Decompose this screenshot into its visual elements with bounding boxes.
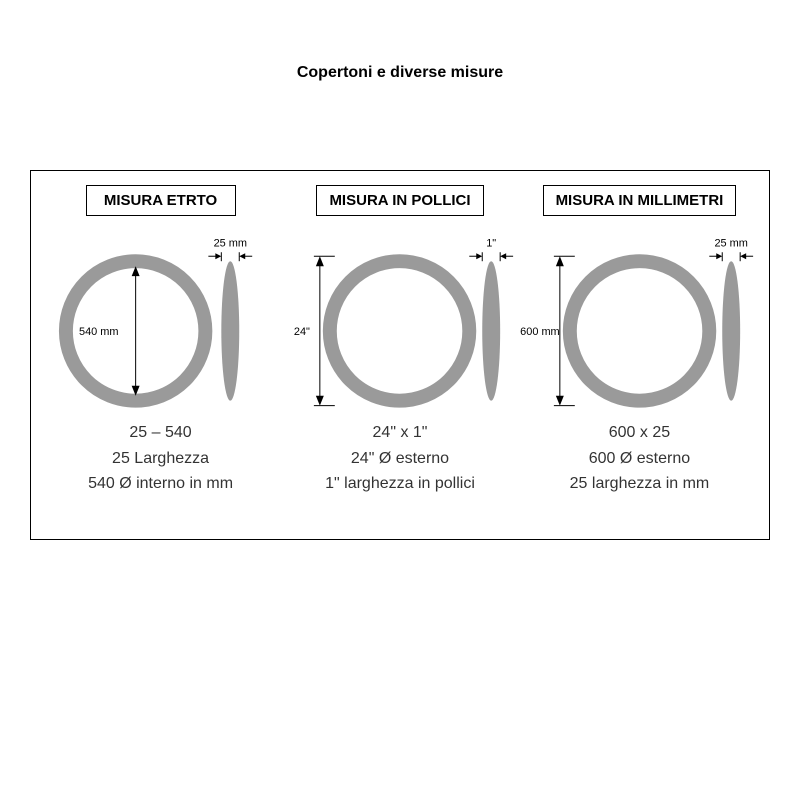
panel-millimeters: MISURA IN MILLIMETRI 600 mm bbox=[520, 185, 759, 529]
caption-line: 24" Ø esterno bbox=[325, 446, 475, 472]
tire-graphic-etrto: 540 mm 25 mm bbox=[41, 216, 280, 416]
caption-block-millimeters: 600 x 25 600 Ø esterno 25 larghezza in m… bbox=[570, 420, 710, 497]
tire-graphic-inches: 24" 1" bbox=[280, 216, 519, 416]
panel-header-inches: MISURA IN POLLICI bbox=[316, 185, 483, 216]
panel-header-etrto: MISURA ETRTO bbox=[86, 185, 236, 216]
dim-diameter-label: 540 mm bbox=[79, 326, 119, 338]
panel-inches: MISURA IN POLLICI 24" bbox=[280, 185, 519, 529]
caption-block-inches: 24" x 1" 24" Ø esterno 1" larghezza in p… bbox=[325, 420, 475, 497]
caption-line: 600 Ø esterno bbox=[570, 446, 710, 472]
page-title: Copertoni e diverse misure bbox=[0, 0, 800, 82]
caption-line: 1" larghezza in pollici bbox=[325, 471, 475, 497]
panels-container: MISURA ETRTO 540 mm bbox=[31, 171, 769, 539]
panel-header-millimeters: MISURA IN MILLIMETRI bbox=[543, 185, 737, 216]
dim-diameter-label: 24" bbox=[294, 326, 310, 338]
dim-diameter-label: 600 mm bbox=[520, 326, 560, 338]
tire-graphic-millimeters: 600 mm 25 mm bbox=[520, 216, 759, 416]
dim-width-label: 1" bbox=[487, 237, 497, 249]
caption-line: 25 larghezza in mm bbox=[570, 471, 710, 497]
caption-line: 24" x 1" bbox=[325, 420, 475, 446]
caption-line: 600 x 25 bbox=[570, 420, 710, 446]
caption-line: 25 Larghezza bbox=[88, 446, 233, 472]
caption-block-etrto: 25 – 540 25 Larghezza 540 Ø interno in m… bbox=[88, 420, 233, 497]
panel-etrto: MISURA ETRTO 540 mm bbox=[41, 185, 280, 529]
diagram-frame: MISURA ETRTO 540 mm bbox=[30, 170, 770, 540]
caption-line: 25 – 540 bbox=[88, 420, 233, 446]
caption-line: 540 Ø interno in mm bbox=[88, 471, 233, 497]
dim-width-label: 25 mm bbox=[714, 237, 747, 249]
dim-width-label: 25 mm bbox=[214, 237, 247, 249]
